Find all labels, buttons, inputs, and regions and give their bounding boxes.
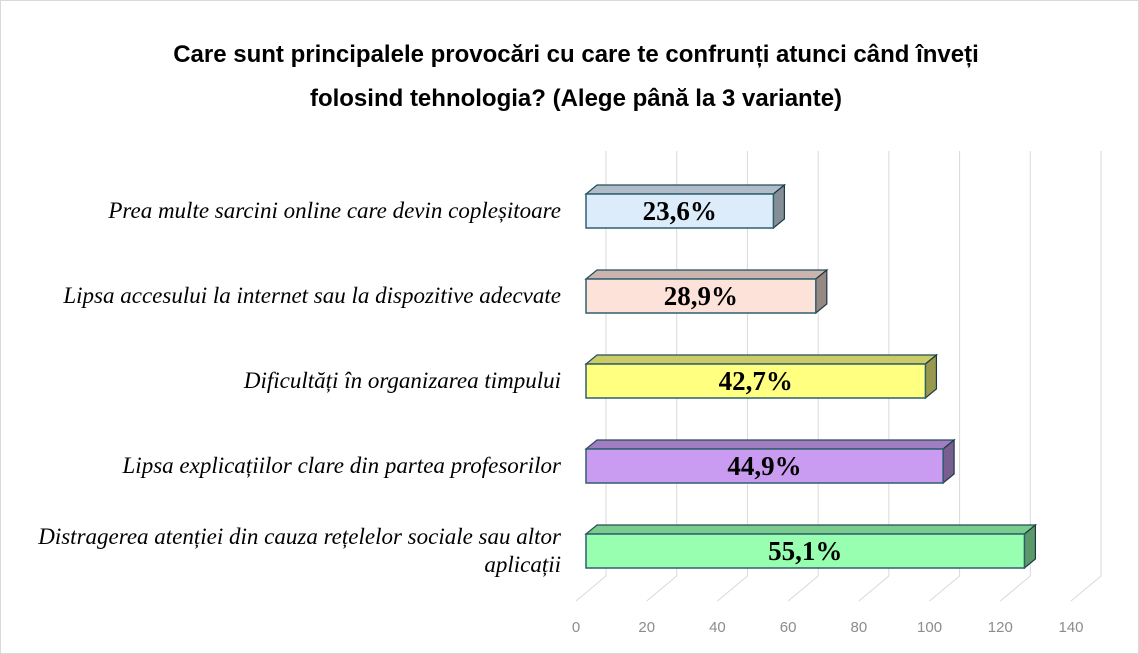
category-label: Distragerea atenției din cauza rețelelor… (38, 524, 561, 577)
bar-top (584, 184, 787, 195)
x-tick-label: 0 (572, 619, 580, 636)
floor-line (999, 575, 1031, 602)
category-label: Prea multe sarcini online care devin cop… (108, 198, 561, 223)
x-tick-label: 60 (780, 619, 797, 636)
x-tick-label: 120 (988, 619, 1013, 636)
category-label: Dificultăți în organizarea timpului (243, 368, 561, 393)
data-label: 42,7% (719, 366, 793, 396)
floor-line (717, 575, 748, 602)
x-tick-label: 140 (1058, 619, 1083, 636)
bar (585, 278, 817, 314)
floor-line (858, 575, 890, 602)
bar (585, 448, 944, 484)
x-tick-label: 80 (851, 619, 868, 636)
floor-line (646, 575, 678, 602)
floor-line (787, 575, 819, 602)
chart-title: Care sunt principalele provocări cu care… (173, 41, 979, 112)
bar-top (584, 524, 1038, 535)
data-label: 55,1% (768, 536, 842, 566)
x-tick-label: 100 (917, 619, 942, 636)
data-label: 44,9% (727, 451, 801, 481)
bar (585, 533, 1026, 569)
x-tick-label: 20 (638, 619, 655, 636)
category-label: Lipsa accesului la internet sau la dispo… (63, 283, 561, 308)
floor-line (1070, 575, 1102, 602)
data-label: 23,6% (643, 196, 717, 226)
bar-top (584, 439, 956, 450)
floor-line (575, 575, 607, 602)
bar (585, 363, 927, 399)
data-label: 28,9% (664, 281, 738, 311)
bar (585, 193, 775, 229)
x-tick-label: 40 (709, 619, 726, 636)
bar-top (584, 354, 939, 365)
floor-line (929, 575, 960, 602)
bar-top (584, 269, 829, 280)
category-label: Lipsa explicațiilor clare din partea pro… (122, 453, 561, 478)
